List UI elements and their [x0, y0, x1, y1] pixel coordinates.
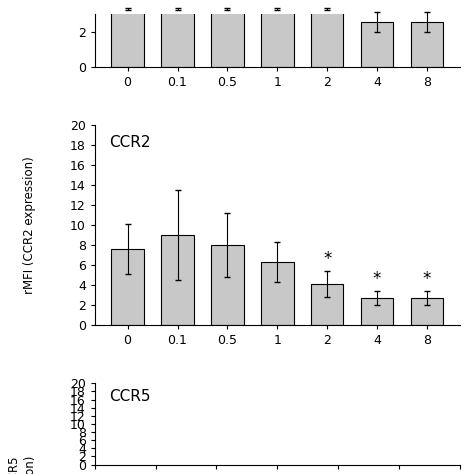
Bar: [211, 9, 244, 67]
Bar: [411, 22, 443, 67]
Bar: [111, 249, 144, 325]
Bar: [411, 298, 443, 325]
Bar: [111, 9, 144, 67]
Text: *: *: [373, 270, 381, 288]
Bar: [361, 298, 393, 325]
Y-axis label: rMFI (CCR2 expression): rMFI (CCR2 expression): [23, 156, 36, 294]
Bar: [261, 9, 293, 67]
Bar: [361, 22, 393, 67]
Text: *: *: [423, 270, 431, 288]
Y-axis label: rMFI (CCR5
expression): rMFI (CCR5 expression): [9, 455, 36, 474]
Bar: [161, 9, 194, 67]
Bar: [211, 245, 244, 325]
Bar: [161, 235, 194, 325]
Text: CCR2: CCR2: [109, 135, 151, 150]
Bar: [311, 9, 343, 67]
Text: *: *: [323, 250, 331, 268]
Bar: [261, 262, 293, 325]
Text: CCR5: CCR5: [109, 389, 151, 404]
Bar: [311, 284, 343, 325]
